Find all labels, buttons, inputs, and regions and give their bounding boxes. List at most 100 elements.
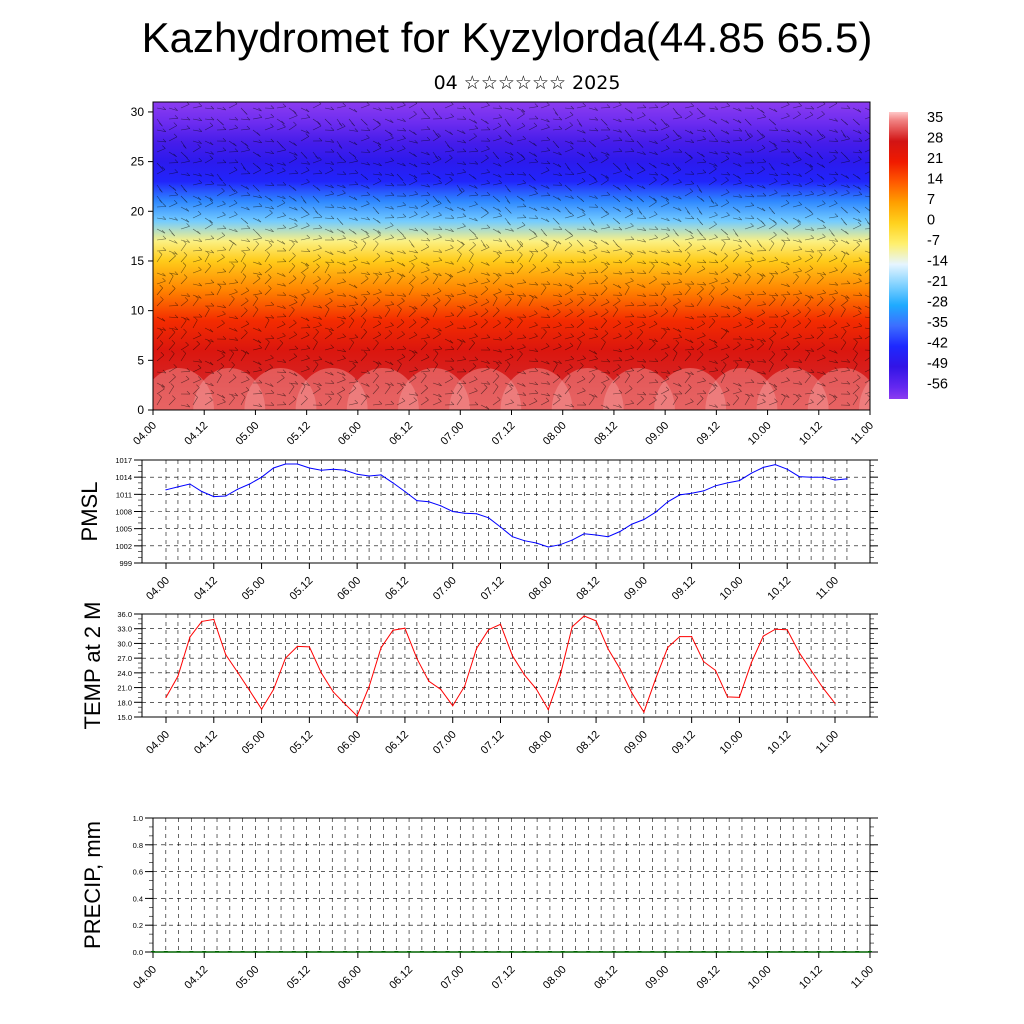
wind-barb-flag [294, 152, 298, 156]
wind-barb-flag [724, 264, 729, 268]
wind-barb-flag [810, 190, 815, 195]
wind-barb-flag [402, 145, 406, 149]
wind-barb-flag [606, 370, 611, 374]
wind-barb [672, 337, 682, 340]
wind-barb [336, 250, 346, 254]
wind-barb [468, 323, 478, 329]
wind-barb-flag [786, 162, 790, 167]
wind-barb-flag [402, 235, 407, 239]
wind-barb [660, 235, 670, 241]
wind-barb [792, 140, 802, 144]
temp-point [762, 635, 764, 637]
wind-barb-flag [507, 188, 511, 193]
wind-barb [252, 206, 263, 208]
wind-barb [456, 190, 465, 197]
wind-barb [528, 253, 534, 263]
wind-barb-flag [159, 340, 164, 344]
pmsl-point [237, 488, 239, 490]
wind-barb-flag [448, 274, 452, 278]
wind-barb-flag [282, 195, 286, 200]
wind-barb [312, 287, 319, 296]
wind-barb [372, 140, 382, 146]
wind-barb-flag [266, 251, 270, 255]
wind-barb-flag [630, 148, 635, 152]
wind-barb [780, 354, 788, 362]
wind-barb [372, 228, 382, 234]
wind-barb [468, 204, 478, 208]
wind-barb-flag [522, 392, 527, 396]
wind-barb-flag [687, 351, 692, 355]
wind-barb-flag [702, 245, 706, 249]
wind-barb [360, 243, 367, 252]
pmsl-point [726, 482, 729, 484]
wind-barb-flag [519, 350, 523, 355]
wind-barb [180, 331, 187, 340]
wind-barb-flag [569, 298, 574, 302]
wind-barb [372, 276, 379, 285]
wind-barb [240, 195, 251, 197]
wind-barb-flag [351, 122, 355, 127]
wind-barb [768, 364, 774, 373]
wind-barb-flag [734, 233, 739, 237]
wind-barb [672, 261, 682, 267]
pmsl-point [177, 486, 179, 488]
wind-barb-flag [366, 347, 371, 351]
wind-barb [252, 360, 262, 366]
wind-barb [852, 272, 862, 277]
wind-barb [780, 334, 790, 340]
wind-barb [624, 162, 631, 171]
wind-barb-flag [376, 297, 381, 301]
wind-barb [756, 277, 764, 285]
wind-barb [180, 206, 190, 212]
wind-barb [432, 290, 442, 296]
pmsl-ytick-label: 1005 [115, 525, 132, 534]
wind-barb-flag [534, 248, 539, 253]
wind-barb [564, 215, 574, 219]
wind-barb [672, 301, 681, 307]
wind-barb-flag [616, 198, 621, 203]
wind-barb [648, 201, 657, 208]
wind-barb-flag [462, 266, 466, 271]
wind-barb-flag [738, 238, 743, 243]
wind-barb-flag [642, 260, 647, 264]
wind-barb-flag [594, 244, 598, 249]
wind-barb-flag [834, 102, 838, 104]
wind-barb-flag [797, 220, 801, 225]
wind-barb [768, 259, 778, 263]
wind-barb [204, 223, 213, 230]
wind-barb-flag [762, 359, 767, 363]
wind-barb-flag [774, 178, 778, 182]
wind-barb [180, 118, 191, 121]
wind-barb-flag [438, 226, 443, 230]
wind-barb-flag [342, 102, 347, 107]
wind-barb [852, 313, 862, 318]
temp-point [607, 648, 609, 650]
wind-barb [288, 266, 296, 274]
wind-barb [216, 190, 225, 197]
wind-barb [480, 105, 490, 109]
wind-barb-flag [246, 369, 251, 374]
wind-barb-flag [822, 354, 826, 359]
wind-barb [744, 205, 754, 208]
wind-barb-flag [354, 128, 359, 132]
wind-barb-flag [412, 351, 416, 355]
wind-barb-flag [831, 232, 835, 237]
wind-barb [600, 320, 607, 329]
wind-barb-flag [161, 229, 166, 234]
wind-barb-flag [736, 209, 741, 213]
wind-barb-flag [822, 246, 827, 251]
wind-barb-flag [342, 269, 347, 274]
wind-barb-flag [762, 222, 766, 226]
wind-barb [516, 282, 526, 285]
wind-barb [852, 387, 860, 395]
wind-barb [564, 107, 574, 110]
wind-barb-flag [186, 403, 191, 408]
wind-barb-flag [558, 393, 562, 398]
wind-barb [444, 116, 454, 120]
wind-barb-flag [702, 281, 707, 286]
wind-barb-flag [426, 151, 430, 156]
wind-barb [348, 342, 355, 351]
wind-barb [360, 162, 370, 166]
wind-barb-flag [618, 118, 622, 123]
wind-barb-flag [663, 122, 668, 126]
